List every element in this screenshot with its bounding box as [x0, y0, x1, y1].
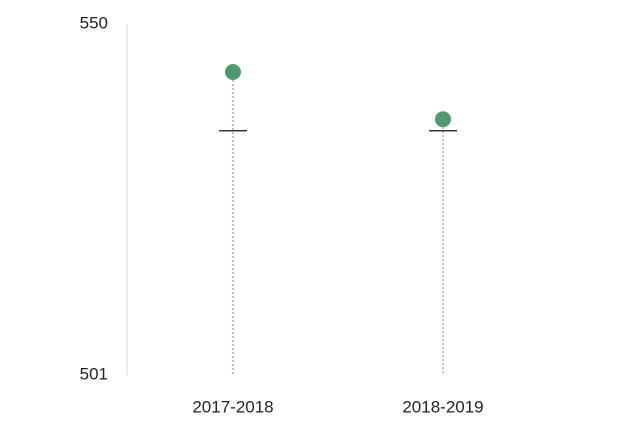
y-tick-label: 550 [80, 13, 108, 32]
x-tick-label: 2018-2019 [402, 397, 483, 416]
dot [225, 63, 241, 80]
x-tick-label: 2017-2018 [192, 397, 273, 416]
dot [435, 111, 451, 128]
y-tick-label: 501 [80, 364, 108, 383]
